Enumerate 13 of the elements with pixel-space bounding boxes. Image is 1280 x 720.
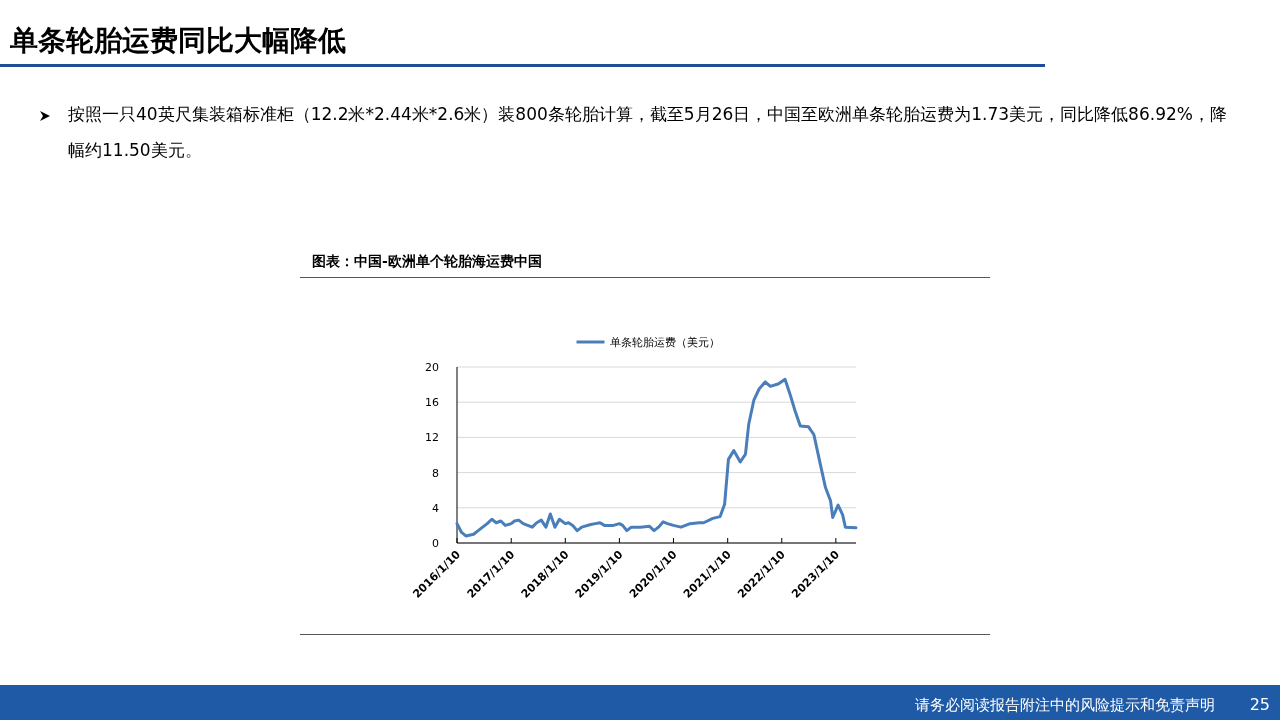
legend-label: 单条轮胎运费（美元） xyxy=(609,336,720,349)
chart-subtitle: 按照一只40英尺集装箱标准柜（12.2米*2.44米*2.6米）装800条轮胎计算，截至5月26日，中国至欧洲单条轮胎运费为1.73美元，同比降低86.92%，降幅约11.50美元。 xyxy=(68,104,1227,160)
y-tick-label: 12 xyxy=(425,431,439,445)
y-tick-label: 0 xyxy=(432,537,439,550)
text: 请务必阅读报告附注中的风险提示和免责声明 xyxy=(915,696,1215,714)
line-series xyxy=(455,377,858,538)
text: 单条轮胎运费同比大幅降低 xyxy=(9,24,346,57)
y-tick-label: 8 xyxy=(432,466,439,480)
text: 25 xyxy=(1249,695,1270,714)
y-tick-label: 4 xyxy=(432,501,439,515)
y-tick-label: 20 xyxy=(425,361,439,374)
text: 图表：中国-欧洲单个轮胎海运费中国 xyxy=(312,253,542,269)
y-tick-label: 16 xyxy=(425,396,439,410)
